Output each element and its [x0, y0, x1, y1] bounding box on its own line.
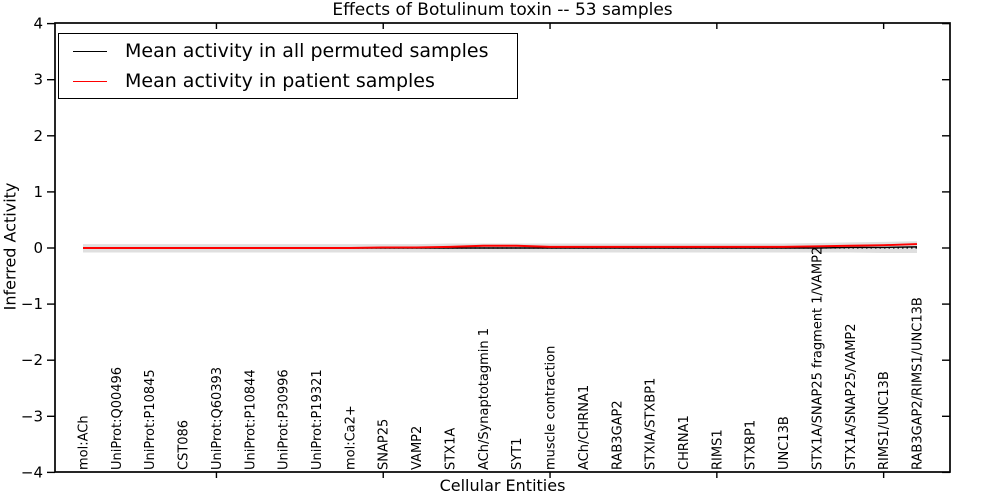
x-tick-label: ACh/CHRNA1: [577, 385, 592, 470]
y-tick-label: 1: [33, 183, 43, 201]
y-tick-label: −1: [21, 295, 43, 313]
y-tick-label: 4: [33, 15, 43, 33]
x-tick-label: mol:ACh: [77, 415, 92, 470]
x-tick-label: RAB3GAP2/RIMS1/UNC13B: [911, 297, 926, 470]
legend-entry-permuted: Mean activity in all permuted samples: [59, 38, 517, 64]
x-tick-label: CST086: [177, 420, 192, 470]
chart-title: Effects of Botulinum toxin -- 53 samples: [332, 0, 673, 20]
legend-label-patient: Mean activity in patient samples: [125, 70, 435, 92]
legend-line-permuted-icon: [73, 50, 107, 52]
x-tick-label: RIMS1: [710, 429, 725, 470]
x-tick-label: UniProt:Q60393: [210, 367, 225, 470]
y-tick-label: −3: [21, 407, 43, 425]
x-tick-label: UniProt:Q00496: [110, 367, 125, 470]
x-tick-label: VAMP2: [410, 426, 425, 470]
x-tick-label: STX1A/SNAP25 fragment 1/VAMP2: [810, 247, 825, 470]
x-tick-label: UniProt:P10845: [143, 369, 158, 470]
x-axis-label: Cellular Entities: [439, 476, 566, 495]
confidence-band: [83, 241, 917, 254]
x-tick-label: muscle contraction: [544, 346, 559, 470]
x-tick-label: STXBP1: [744, 420, 759, 470]
x-tick-label: UniProt:P10844: [243, 369, 258, 470]
y-tick-label: −2: [21, 351, 43, 369]
legend: Mean activity in all permuted samples Me…: [58, 33, 518, 99]
x-tick-label: RAB3GAP2: [610, 400, 625, 470]
legend-entry-patient: Mean activity in patient samples: [59, 68, 517, 94]
x-tick-label: STX1A/SNAP25/VAMP2: [844, 323, 859, 470]
x-tick-label: SNAP25: [377, 419, 392, 470]
series-line-patient: [83, 243, 918, 249]
x-tick-label: RIMS1/UNC13B: [877, 371, 892, 470]
x-tick-label: STXIA/STXBP1: [644, 378, 659, 470]
x-tick-label: UniProt:P19321: [310, 369, 325, 470]
y-tick-label: 3: [33, 71, 43, 89]
y-tick-label: −4: [21, 463, 43, 481]
legend-label-permuted: Mean activity in all permuted samples: [125, 40, 489, 62]
x-tick-label: SYT1: [510, 438, 525, 470]
x-tick-label: UniProt:P30996: [277, 369, 292, 470]
x-tick-label: mol:Ca2+: [343, 405, 358, 470]
x-tick-label: STX1A: [443, 428, 458, 470]
y-tick-label: 2: [33, 127, 43, 145]
legend-line-patient-icon: [73, 80, 107, 82]
y-tick-label: 0: [33, 239, 43, 257]
x-tick-label: UNC13B: [777, 416, 792, 470]
x-tick-label: CHRNA1: [677, 415, 692, 470]
x-tick-label: ACh/Synaptotagmin 1: [477, 328, 492, 470]
